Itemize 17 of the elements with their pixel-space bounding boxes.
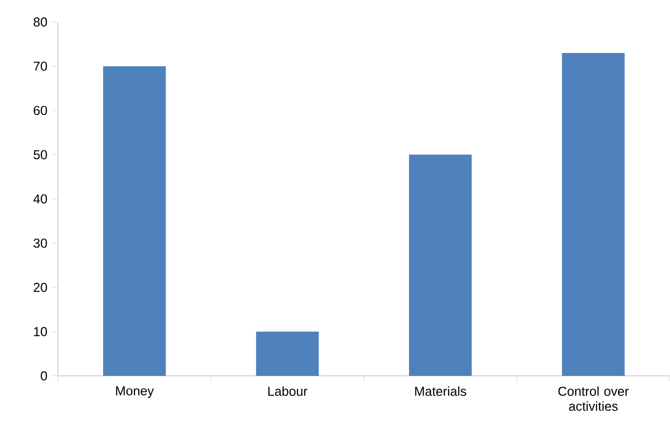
y-tick-label: 10 [34, 327, 47, 336]
y-tick-label: 40 [33, 194, 47, 204]
y-tick-label: 70 [34, 62, 47, 71]
bar [562, 53, 625, 376]
y-tick-label: 20 [34, 282, 47, 292]
bar [256, 332, 319, 376]
y-tick-label: 0 [40, 371, 47, 381]
x-tick-label: Labour [268, 386, 308, 396]
y-tick-label: 60 [34, 106, 47, 116]
x-tick-label: Materials [415, 386, 466, 396]
bar [103, 66, 166, 376]
y-tick-label: 50 [34, 150, 47, 160]
x-tick-label: Money [116, 386, 154, 398]
x-tick-label: Control over activities [558, 386, 629, 411]
y-tick-label: 30 [34, 238, 47, 248]
y-tick-label: 80 [34, 17, 47, 27]
bar [409, 154, 472, 376]
